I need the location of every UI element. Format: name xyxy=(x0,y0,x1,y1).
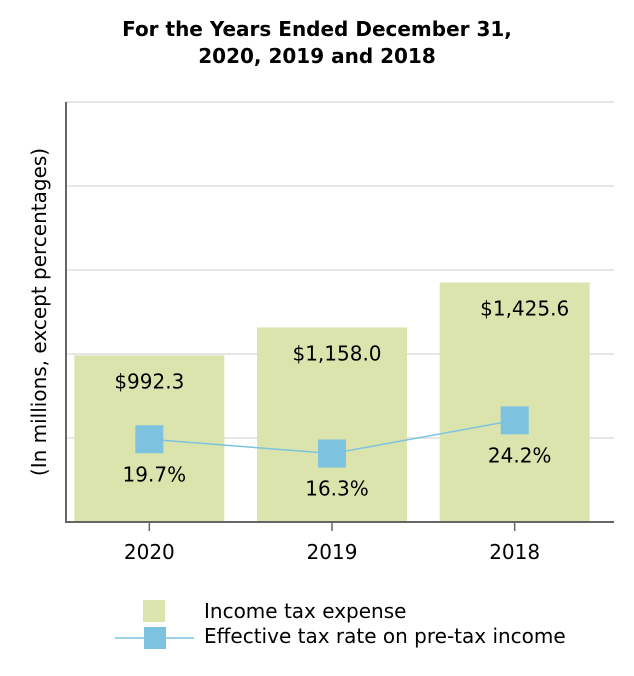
bar-label: $992.3 xyxy=(114,369,184,393)
chart-title-line-1: For the Years Ended December 31, xyxy=(122,17,512,41)
bar-2018 xyxy=(439,282,590,522)
legend-label-tax-rate: Effective tax rate on pre-tax income xyxy=(204,624,566,648)
y-axis-label: (In millions, except percentages) xyxy=(27,148,51,476)
tax-rate-label: 19.7% xyxy=(123,462,187,486)
tax-rate-label: 16.3% xyxy=(305,477,369,501)
legend-swatch-bar xyxy=(143,600,165,622)
tax-rate-label: 24.2% xyxy=(488,443,552,467)
x-tick-label-2020: 2020 xyxy=(124,540,175,564)
tax-rate-marker-2019 xyxy=(318,439,346,468)
chart-title: For the Years Ended December 31, 2020, 2… xyxy=(0,16,634,70)
tax-rate-marker-2018 xyxy=(500,406,529,435)
legend-swatch-marker xyxy=(144,627,166,649)
bar-2019 xyxy=(257,327,407,522)
tax-rate-marker-2020 xyxy=(135,425,164,454)
legend-label-income-tax: Income tax expense xyxy=(204,599,407,623)
chart-title-line-2: 2020, 2019 and 2018 xyxy=(198,44,436,68)
x-tick-label-2019: 2019 xyxy=(307,540,358,564)
bar-label: $1,425.6 xyxy=(480,296,569,320)
bar-label: $1,158.0 xyxy=(292,341,381,365)
x-tick-label-2018: 2018 xyxy=(489,540,540,564)
